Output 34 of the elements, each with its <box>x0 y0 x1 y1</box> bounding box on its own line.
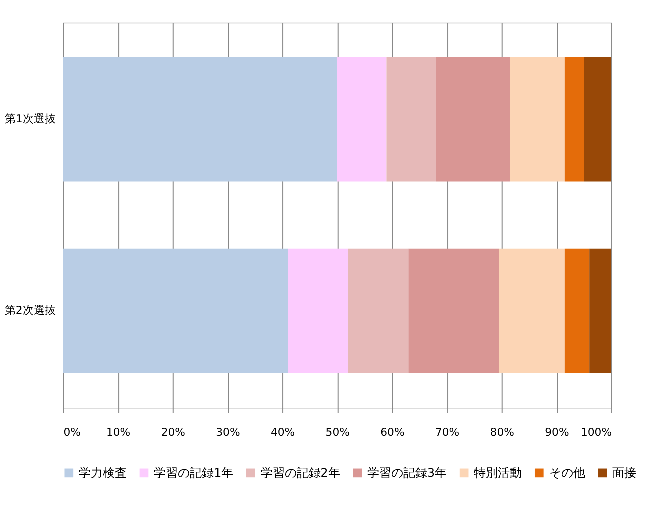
legend-label: 面接 <box>612 466 637 480</box>
bar <box>337 57 387 182</box>
x-tick-label: 0% <box>64 426 81 440</box>
x-tick-label: 40% <box>270 426 296 440</box>
legend-label: 学習の記録3年 <box>368 466 448 480</box>
bar <box>510 57 565 182</box>
bar <box>436 57 510 182</box>
x-tick-label: 80% <box>490 426 514 440</box>
legend-label: 学習の記録2年 <box>260 466 340 480</box>
bar <box>590 248 612 374</box>
x-tick-label: 60% <box>380 426 405 440</box>
legend-label: その他 <box>549 466 586 480</box>
y-tick-label: 第1次選抜 <box>4 112 56 126</box>
x-tick-label: 50% <box>326 426 350 440</box>
bar <box>408 248 500 374</box>
bar <box>288 248 348 374</box>
legend-label: 学力検査 <box>79 466 128 480</box>
bar <box>63 57 338 182</box>
bar <box>348 248 409 374</box>
bar <box>564 248 590 374</box>
x-tick-label: 90% <box>545 426 570 440</box>
bar <box>63 248 288 374</box>
legend-label: 特別活動 <box>474 466 522 480</box>
x-tick-label: 20% <box>161 426 186 440</box>
y-tick-label: 第2次選抜 <box>4 304 56 318</box>
x-tick-label: 100% <box>580 426 612 440</box>
x-tick-label: 10% <box>106 426 131 440</box>
bar <box>584 57 612 182</box>
x-tick-label: 30% <box>216 426 240 440</box>
bar <box>386 57 436 182</box>
x-tick-label: 70% <box>435 426 460 440</box>
legend-label: 学習の記録1年 <box>154 466 234 480</box>
bar <box>499 248 565 374</box>
bar <box>564 57 584 182</box>
